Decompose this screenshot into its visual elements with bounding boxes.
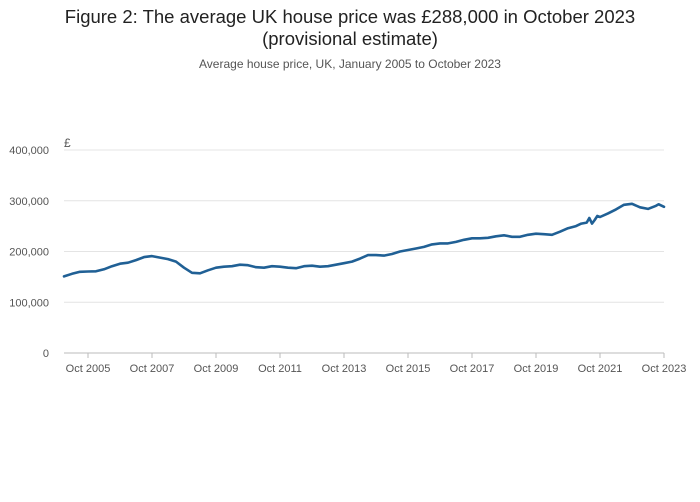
y-tick-label: 300,000 [9, 196, 49, 208]
y-tick-label: 0 [43, 348, 49, 360]
y-tick-label: 400,000 [9, 145, 49, 157]
chart-title: Figure 2: The average UK house price was… [0, 6, 700, 50]
x-tick-label: Oct 2013 [322, 363, 367, 375]
x-axis-ticks: Oct 2005 Oct 2007 Oct 2009 Oct 2011 Oct 2013… [66, 353, 687, 375]
x-tick-label: Oct 2019 [514, 363, 559, 375]
chart-subtitle: Average house price, UK, January 2005 to… [199, 57, 501, 71]
y-tick-label: 200,000 [9, 247, 49, 259]
y-axis-unit-label: £ [64, 136, 71, 150]
x-tick-label: Oct 2015 [386, 363, 431, 375]
chart-title-line-1: Figure 2: The average UK house price was… [64, 6, 636, 27]
x-tick-label: Oct 2007 [130, 363, 175, 375]
x-tick-label: Oct 2021 [578, 363, 623, 375]
gridlines [64, 149, 664, 303]
y-tick-label: 100,000 [9, 297, 49, 309]
y-axis-ticks: 0 100,000 200,000 300,000 400,000 [9, 145, 49, 360]
x-tick-label: Oct 2023 [642, 363, 687, 375]
series-line-house-price [62, 202, 666, 278]
x-tick-label: Oct 2011 [258, 363, 302, 375]
x-tick-label: Oct 2005 [66, 363, 111, 375]
x-tick-label: Oct 2009 [194, 363, 239, 375]
chart-title-line-2: (provisional estimate) [262, 28, 438, 49]
x-tick-label: Oct 2017 [450, 363, 495, 375]
